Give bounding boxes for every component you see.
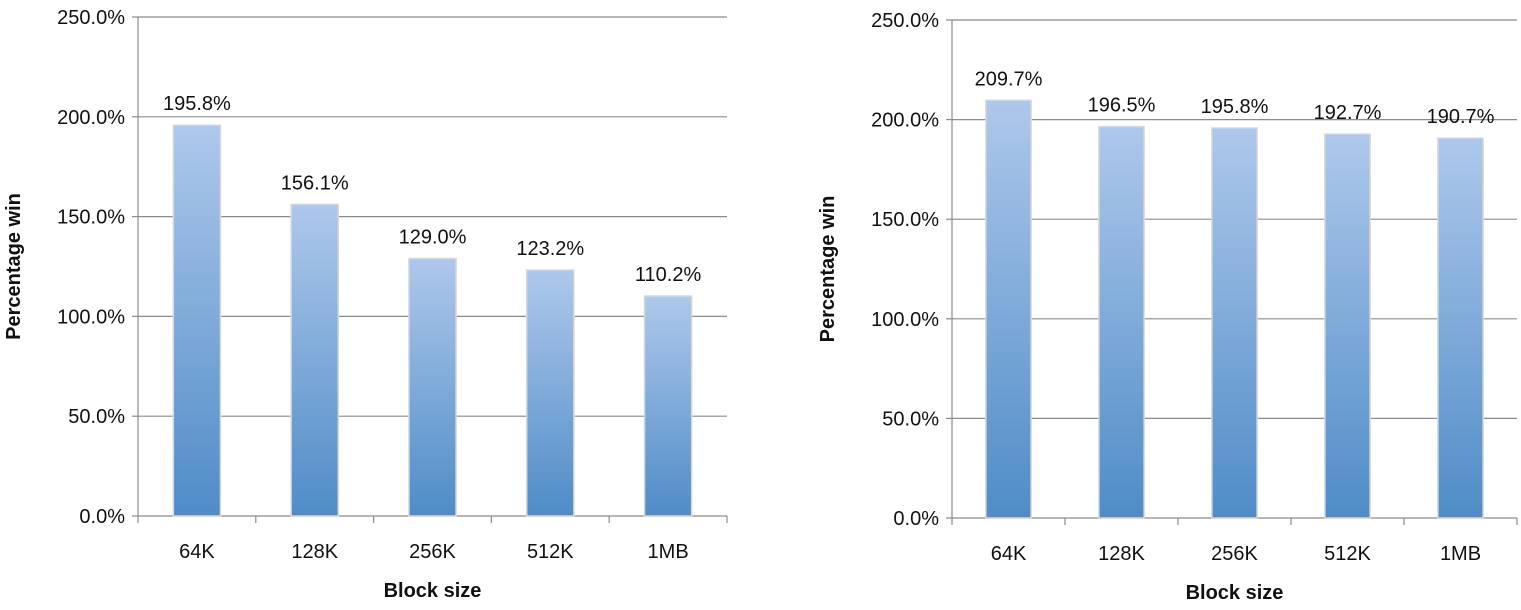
data-label: 196.5%: [1088, 95, 1156, 117]
bar: [290, 203, 340, 517]
x-tick-label: 1MB: [648, 541, 689, 563]
y-axis-title: Percentage win: [3, 193, 25, 340]
y-tick-label: 100.0%: [57, 306, 125, 328]
bar: [525, 269, 575, 517]
y-tick-label: 50.0%: [882, 408, 939, 430]
bar: [1324, 133, 1371, 519]
x-tick-label: 1MB: [1440, 543, 1481, 565]
x-tick-label: 512K: [527, 541, 574, 563]
x-tick-label: 128K: [1098, 543, 1145, 565]
y-tick-label: 0.0%: [79, 506, 125, 528]
x-tick-label: 256K: [1211, 543, 1258, 565]
x-tick-label: 512K: [1324, 543, 1371, 565]
y-tick-label: 150.0%: [871, 209, 939, 231]
y-tick-label: 100.0%: [871, 309, 939, 331]
y-tick-label: 0.0%: [893, 508, 939, 530]
y-tick-label: 250.0%: [57, 7, 125, 29]
bar: [985, 99, 1032, 519]
data-label: 190.7%: [1427, 106, 1495, 128]
y-tick-label: 250.0%: [871, 10, 939, 32]
bar: [408, 257, 457, 517]
y-tick-label: 50.0%: [68, 406, 125, 428]
y-axis-title: Percentage win: [817, 196, 839, 343]
data-label: 123.2%: [516, 238, 584, 260]
x-tick-label: 64K: [991, 543, 1027, 565]
y-tick-label: 150.0%: [57, 207, 125, 229]
chart-1: 0.0% 50.0% 100.0% 150.0% 200.0% 250.0% 195.8% 6…: [3, 7, 728, 602]
bar: [1437, 137, 1484, 519]
data-label: 195.8%: [1201, 96, 1269, 118]
bar: [643, 295, 693, 517]
x-tick-label: 256K: [409, 541, 456, 563]
data-label: 209.7%: [975, 68, 1043, 90]
x-axis-title: Block size: [1186, 582, 1284, 604]
x-tick-label: 128K: [291, 541, 338, 563]
data-label: 110.2%: [635, 264, 702, 286]
bar: [172, 124, 222, 517]
y-tick-label: 200.0%: [871, 110, 939, 132]
x-axis-title: Block size: [384, 580, 482, 602]
y-tick-label: 200.0%: [57, 107, 125, 129]
data-label: 195.8%: [163, 93, 231, 115]
data-label: 129.0%: [399, 227, 467, 249]
chart-2: 0.0% 50.0% 100.0% 150.0% 200.0% 250.0% 209.7% 6…: [817, 10, 1518, 604]
bar: [1098, 125, 1145, 519]
data-label: 192.7%: [1314, 102, 1382, 124]
x-tick-label: 64K: [179, 541, 215, 563]
bar: [1211, 127, 1258, 519]
data-label: 156.1%: [281, 172, 349, 194]
